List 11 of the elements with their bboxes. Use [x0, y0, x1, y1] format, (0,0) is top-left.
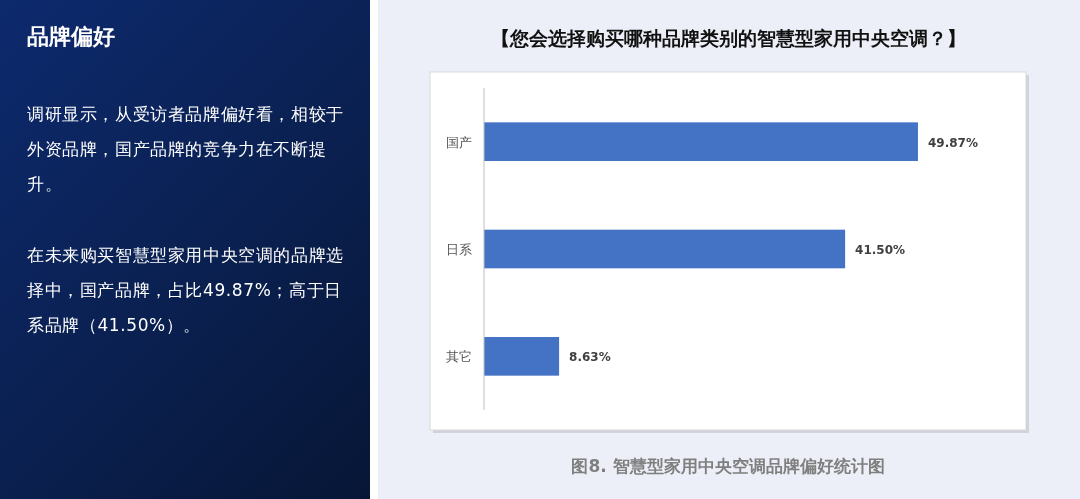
y-tick-label: 其它 [446, 349, 472, 365]
text: 在未来购买智慧型家用中央空调的品牌选择中，国产品牌，占比49.87%；高于日系品牌（41.50%）。 [27, 244, 345, 337]
caption: 图8. 智慧型家用中央空调品牌偏好统计图 [571, 456, 885, 476]
text: 调研显示，从受访者品牌偏好看，相较于外资品牌，国产品牌的竞争力在不断提升。 [27, 103, 345, 196]
data-label: 41.50% [855, 243, 906, 257]
y-tick-label: 国产 [446, 134, 472, 150]
y-tick-label: 日系 [446, 242, 472, 257]
data-label: 8.63% [569, 350, 611, 365]
chart-title: 【您会选择购买哪种品牌类别的智慧型家用中央空调？】 [490, 27, 966, 49]
text: 品牌偏好 [27, 23, 115, 51]
data-label: 49.87% [927, 135, 978, 150]
